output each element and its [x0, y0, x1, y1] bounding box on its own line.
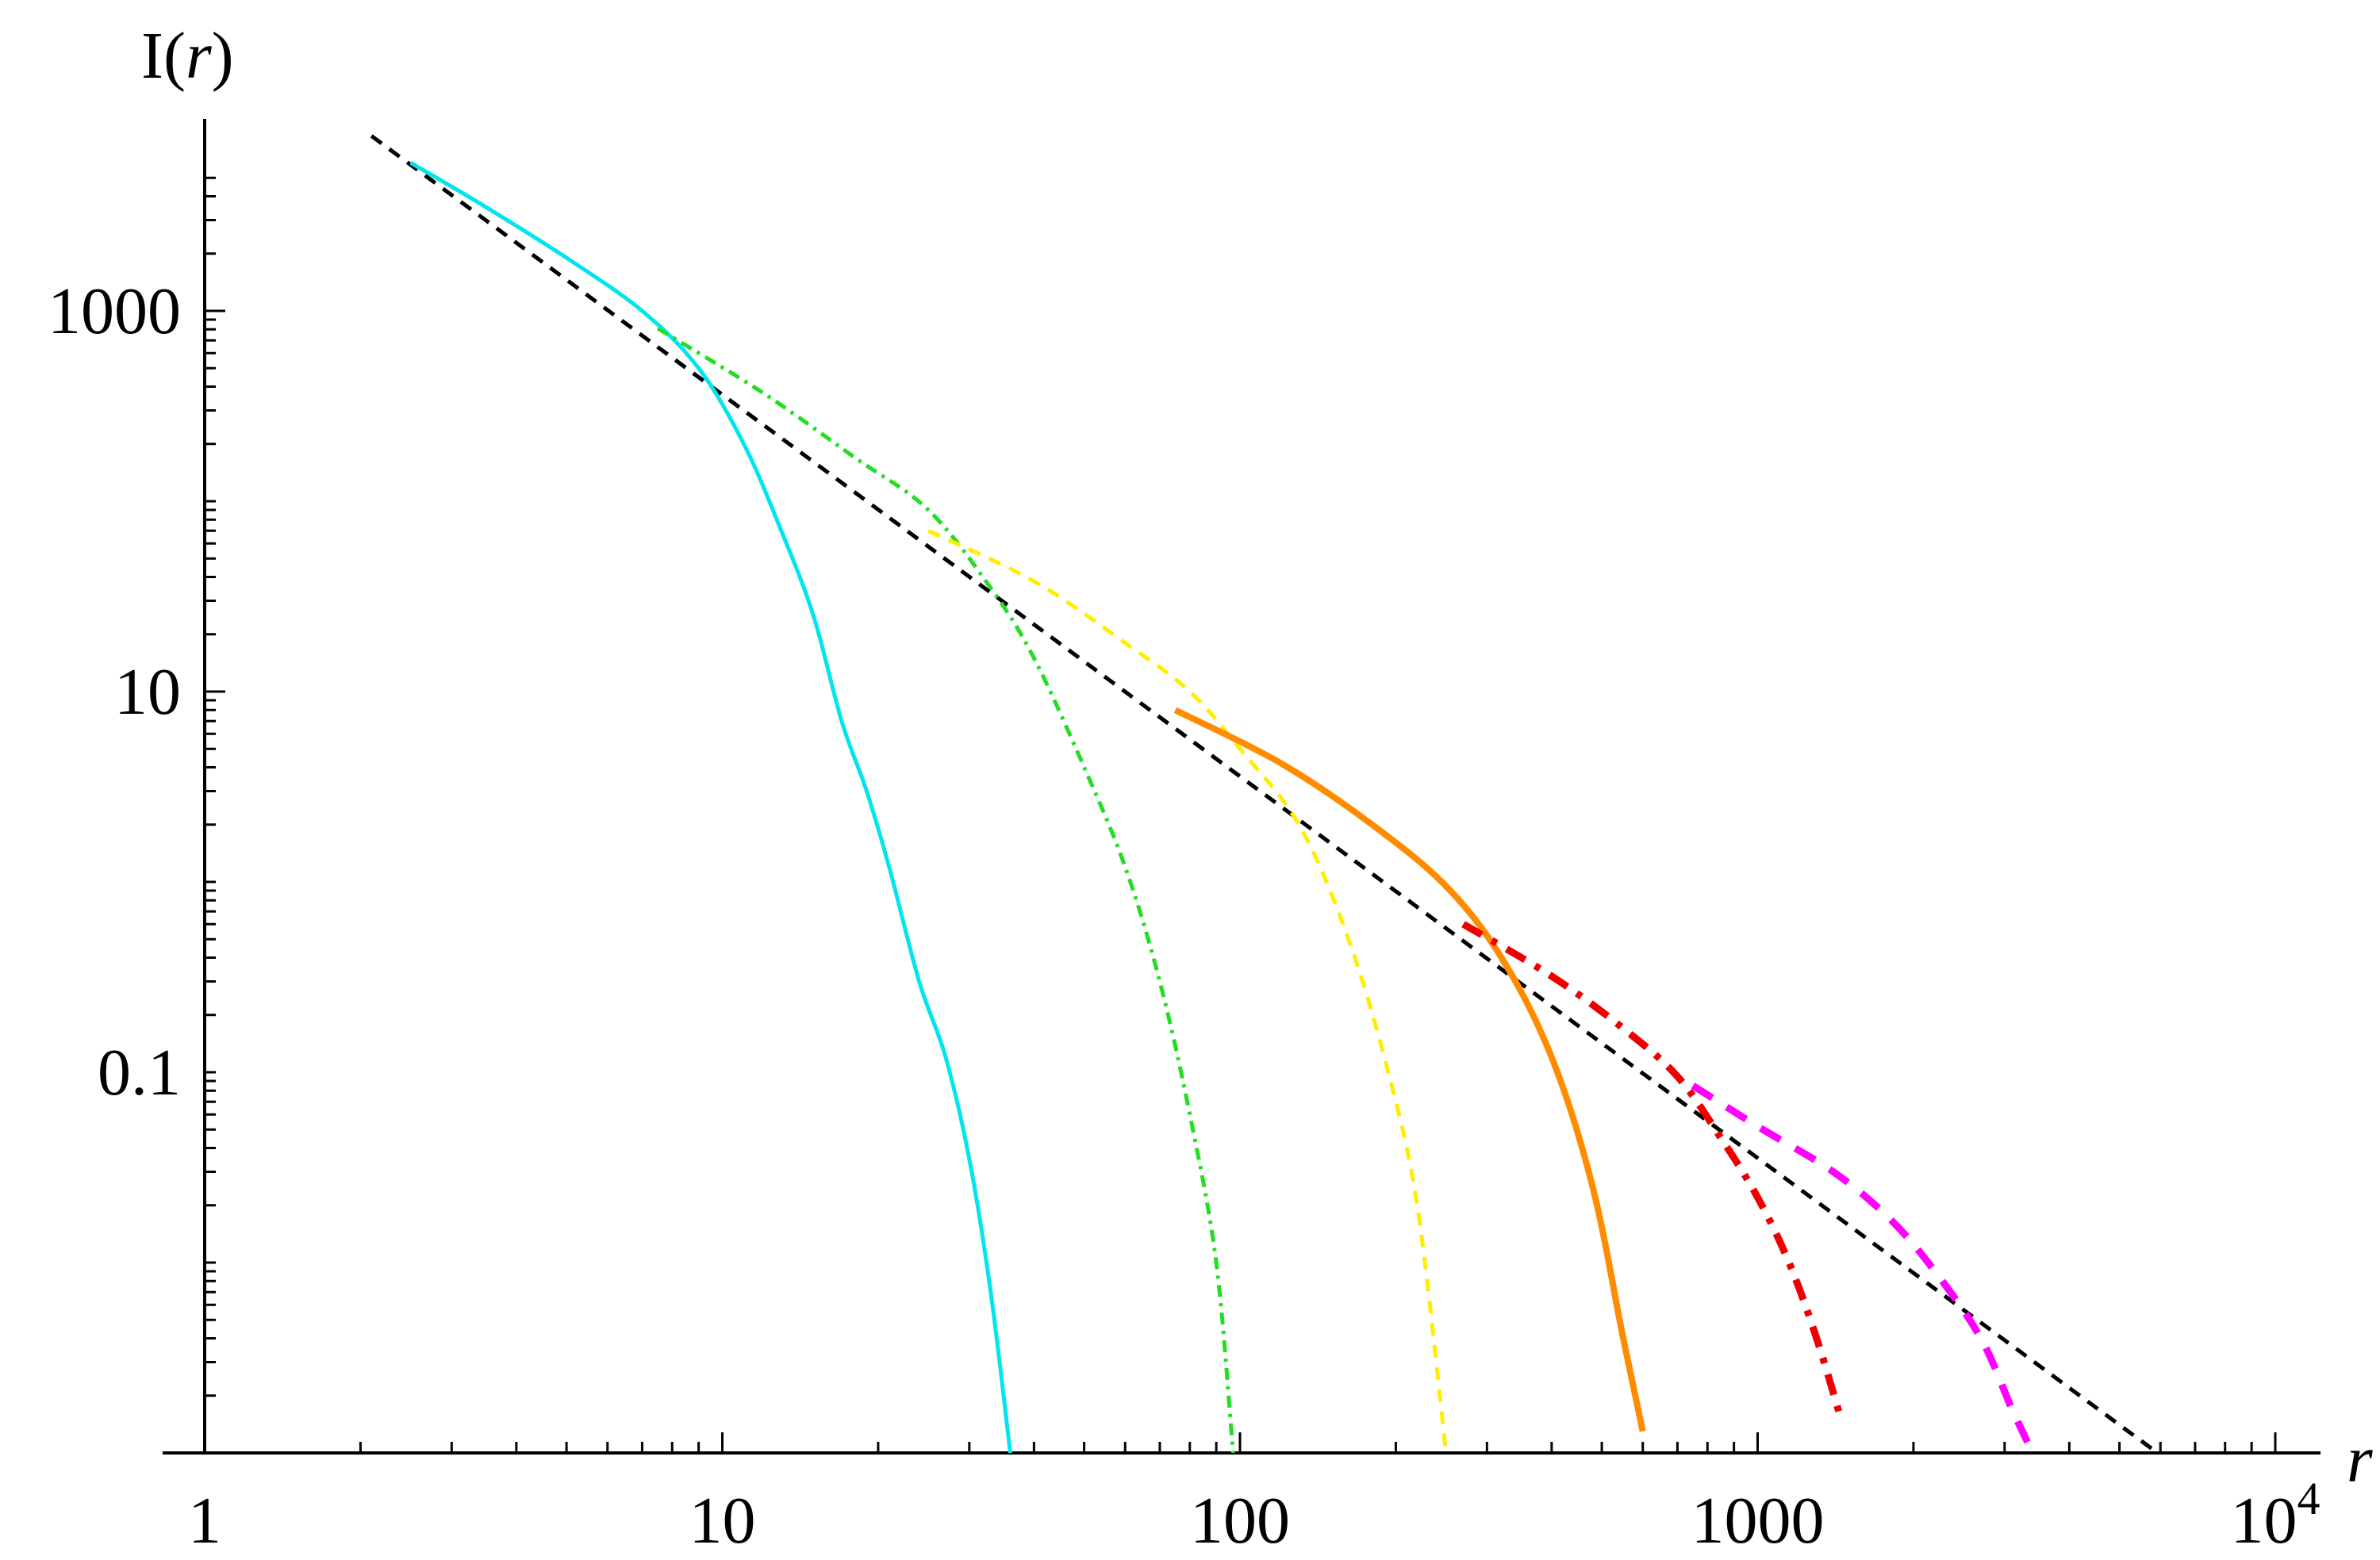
- series-line-1: [409, 161, 1012, 1453]
- series-line-6: [1691, 1083, 2036, 1453]
- series-line-4: [1173, 707, 1646, 1432]
- y-tick-label: 0.1: [98, 1036, 181, 1110]
- series-line-3: [927, 528, 1449, 1453]
- labels: 1 10 100 1000 104 0.1 10 1000 I(r) r: [48, 19, 2373, 1558]
- y-axis-title: I(r): [141, 19, 234, 93]
- x-axis-title: r: [2347, 1423, 2373, 1497]
- axes: [163, 119, 2320, 1455]
- x-tick-label: 1000: [1691, 1484, 1825, 1558]
- x-tick-label: 104: [2231, 1473, 2320, 1558]
- x-tick-label: 10: [689, 1484, 756, 1558]
- y-tick-label: 10: [114, 655, 181, 729]
- series-line-0: [370, 134, 2161, 1453]
- ticks: [203, 176, 2277, 1455]
- series-line-5: [1461, 921, 1845, 1421]
- y-tick-label: 1000: [48, 274, 181, 348]
- series-layer: [370, 134, 2161, 1453]
- x-tick-label: 1: [188, 1484, 221, 1558]
- x-tick-label: 100: [1190, 1484, 1290, 1558]
- series-line-2: [656, 326, 1235, 1453]
